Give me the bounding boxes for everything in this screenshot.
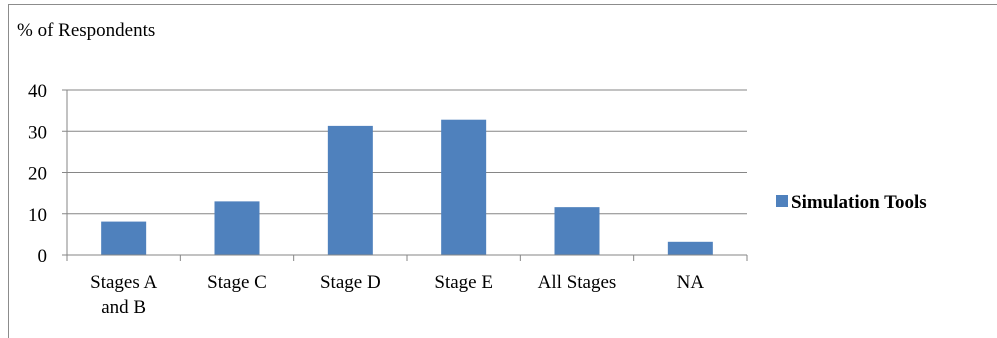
x-tick-label: Stages A xyxy=(90,272,157,293)
x-tick-label: and B xyxy=(101,297,146,318)
x-tick-label: Stage C xyxy=(207,272,267,293)
bar xyxy=(327,125,373,255)
legend-label: Simulation Tools xyxy=(791,192,927,213)
x-tick-labels: Stages A and B Stage C Stage D Stage E All St… xyxy=(90,272,704,318)
chart-frame xyxy=(8,4,997,338)
x-tick-label: Stage E xyxy=(434,272,493,293)
y-tick-label: 40 xyxy=(28,81,47,102)
x-tick-label: All Stages xyxy=(538,272,617,293)
y-tick-label: 10 xyxy=(28,205,47,226)
y-tick-label: 30 xyxy=(28,122,47,143)
y-tick-label: 0 xyxy=(38,246,48,267)
bar xyxy=(441,119,487,255)
gridlines xyxy=(62,89,747,256)
x-tick-label: Stage D xyxy=(320,272,381,293)
bars xyxy=(101,119,713,255)
bar xyxy=(667,241,713,255)
legend: Simulation Tools xyxy=(776,192,927,213)
bar xyxy=(554,207,600,255)
bar xyxy=(101,221,147,255)
bar xyxy=(214,201,260,255)
x-tick-label: NA xyxy=(677,272,705,293)
legend-swatch xyxy=(776,195,788,207)
axes xyxy=(66,90,748,261)
y-tick-labels: 0 10 20 30 40 xyxy=(28,81,47,267)
y-axis-title: % of Respondents xyxy=(17,20,155,41)
y-tick-label: 20 xyxy=(28,164,47,185)
